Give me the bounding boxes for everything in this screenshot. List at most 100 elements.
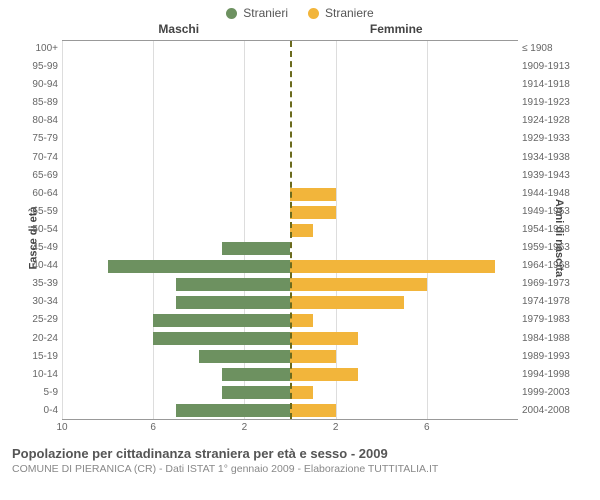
female-half: [290, 131, 518, 149]
age-label: 35-39: [14, 275, 58, 293]
birth-label: 1949-1953: [522, 203, 586, 221]
chart-container: Fasce di età Anni di nascita 100+95-9990…: [0, 40, 600, 436]
age-label: 50-54: [14, 221, 58, 239]
male-half: [62, 149, 290, 167]
male-bar: [222, 368, 290, 381]
male-half: [62, 257, 290, 275]
column-headers: Maschi Femmine: [0, 22, 600, 40]
birth-label: 1964-1968: [522, 257, 586, 275]
legend-item-male: Stranieri: [226, 6, 288, 20]
age-label: 75-79: [14, 130, 58, 148]
legend: Stranieri Straniere: [0, 0, 600, 22]
female-bar: [290, 368, 358, 381]
male-half: [62, 131, 290, 149]
age-label: 60-64: [14, 185, 58, 203]
birth-label: 1959-1963: [522, 239, 586, 257]
female-bar: [290, 278, 427, 291]
female-half: [290, 185, 518, 203]
birth-label: 1969-1973: [522, 275, 586, 293]
header-male: Maschi: [70, 22, 288, 36]
age-label: 25-29: [14, 311, 58, 329]
legend-label-female: Straniere: [325, 6, 374, 20]
x-axis: 10 6 2 2 6: [14, 420, 586, 436]
male-bar: [176, 296, 290, 309]
birth-label: 1909-1913: [522, 58, 586, 76]
male-half: [62, 347, 290, 365]
x-tick: 6: [424, 422, 430, 433]
legend-swatch-male: [226, 8, 237, 19]
birth-label: 1919-1923: [522, 94, 586, 112]
male-half: [62, 95, 290, 113]
female-half: [290, 59, 518, 77]
age-label: 55-59: [14, 203, 58, 221]
female-half: [290, 95, 518, 113]
male-half: [62, 167, 290, 185]
male-bar: [176, 404, 290, 417]
age-label: 30-34: [14, 293, 58, 311]
male-half: [62, 59, 290, 77]
x-tick: 2: [333, 422, 339, 433]
age-label: 100+: [14, 40, 58, 58]
female-half: [290, 257, 518, 275]
female-half: [290, 329, 518, 347]
header-female: Femmine: [288, 22, 506, 36]
male-half: [62, 293, 290, 311]
female-bar: [290, 386, 313, 399]
female-bar: [290, 314, 313, 327]
age-label: 0-4: [14, 402, 58, 420]
male-half: [62, 239, 290, 257]
female-half: [290, 401, 518, 419]
male-bar: [199, 350, 290, 363]
birth-label: 1979-1983: [522, 311, 586, 329]
age-label: 70-74: [14, 149, 58, 167]
male-bar: [153, 314, 290, 327]
age-label: 95-99: [14, 58, 58, 76]
birth-label: 1994-1998: [522, 366, 586, 384]
birth-label: ≤ 1908: [522, 40, 586, 58]
age-label: 90-94: [14, 76, 58, 94]
male-bar: [153, 332, 290, 345]
footer-subtitle: COMUNE DI PIERANICA (CR) - Dati ISTAT 1°…: [12, 463, 588, 475]
birth-label: 1914-1918: [522, 76, 586, 94]
age-label: 45-49: [14, 239, 58, 257]
female-bar: [290, 350, 336, 363]
male-half: [62, 41, 290, 59]
female-half: [290, 239, 518, 257]
male-half: [62, 221, 290, 239]
birth-label: 2004-2008: [522, 402, 586, 420]
male-bar: [222, 242, 290, 255]
male-half: [62, 401, 290, 419]
female-half: [290, 365, 518, 383]
age-label: 65-69: [14, 167, 58, 185]
female-bar: [290, 224, 313, 237]
male-half: [62, 203, 290, 221]
age-label: 85-89: [14, 94, 58, 112]
x-axis-inner: 106226: [62, 422, 518, 436]
age-label: 40-44: [14, 257, 58, 275]
birth-label: 1989-1993: [522, 348, 586, 366]
female-bar: [290, 404, 336, 417]
female-bar: [290, 188, 336, 201]
birth-labels-column: ≤ 19081909-19131914-19181919-19231924-19…: [518, 40, 586, 420]
x-tick: 6: [150, 422, 156, 433]
x-tick: 2: [242, 422, 248, 433]
chart-footer: Popolazione per cittadinanza straniera p…: [0, 436, 600, 475]
female-half: [290, 77, 518, 95]
female-half: [290, 167, 518, 185]
female-half: [290, 275, 518, 293]
female-half: [290, 311, 518, 329]
footer-title: Popolazione per cittadinanza straniera p…: [12, 446, 588, 461]
legend-label-male: Stranieri: [243, 6, 288, 20]
age-label: 5-9: [14, 384, 58, 402]
female-half: [290, 41, 518, 59]
female-half: [290, 293, 518, 311]
female-bar: [290, 332, 358, 345]
x-tick: 10: [56, 422, 67, 433]
male-half: [62, 311, 290, 329]
birth-label: 1944-1948: [522, 185, 586, 203]
birth-label: 1999-2003: [522, 384, 586, 402]
birth-label: 1984-1988: [522, 330, 586, 348]
plot-area: [62, 40, 518, 420]
legend-item-female: Straniere: [308, 6, 374, 20]
birth-label: 1929-1933: [522, 130, 586, 148]
